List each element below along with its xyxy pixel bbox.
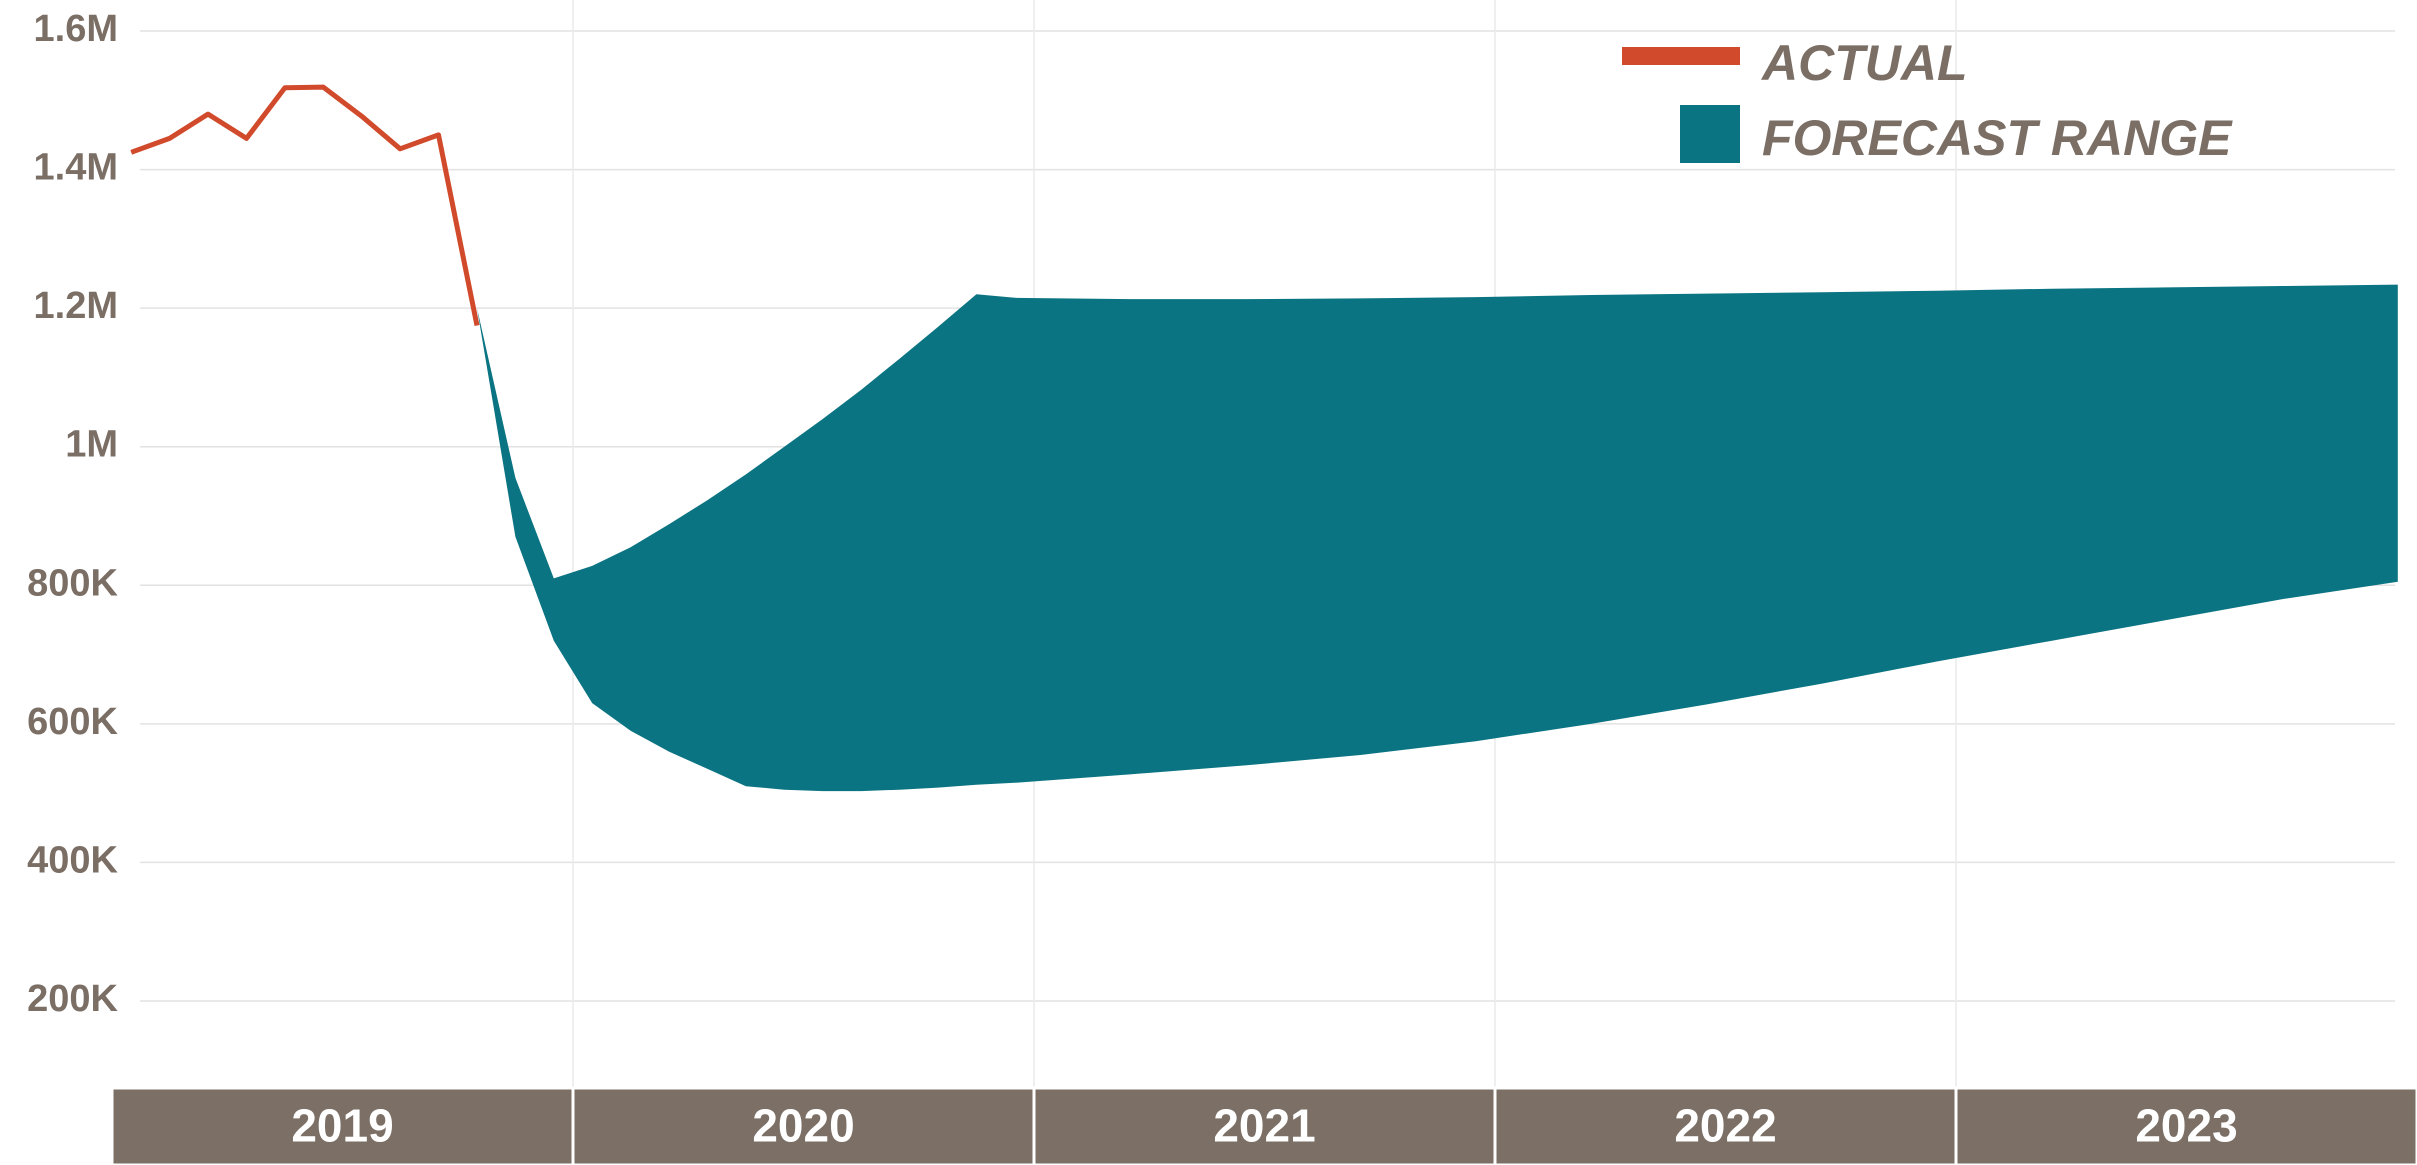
y-axis-ticks: 200K 400K 600K 800K 1M 1.2M 1.4M 1.6M xyxy=(27,8,118,1020)
year-label: 2021 xyxy=(1213,1100,1315,1152)
year-band-segment xyxy=(1032,1086,1497,1165)
actual-line xyxy=(130,84,480,326)
legend: ACTUAL FORECAST RANGE xyxy=(1622,35,2233,166)
y-tick-label: 800K xyxy=(27,562,118,604)
forecast-range-area xyxy=(477,284,2398,792)
year-axis-band: 2019 2020 2021 2022 2023 xyxy=(110,1086,2417,1165)
legend-actual-label: ACTUAL xyxy=(1760,35,1968,91)
year-band-segment xyxy=(1493,1086,1958,1165)
year-label: 2023 xyxy=(2135,1100,2237,1152)
legend-actual-swatch xyxy=(1622,47,1740,65)
y-tick-label: 1.6M xyxy=(34,8,118,50)
year-label: 2022 xyxy=(1674,1100,1776,1152)
legend-forecast-swatch xyxy=(1680,105,1740,163)
y-tick-label: 1.4M xyxy=(34,147,118,189)
year-band-segment xyxy=(571,1086,1036,1165)
y-tick-label: 400K xyxy=(27,839,118,881)
y-tick-label: 200K xyxy=(27,978,118,1020)
year-band-segment xyxy=(110,1086,575,1165)
year-label: 2019 xyxy=(291,1100,393,1152)
y-tick-label: 1.2M xyxy=(34,285,118,327)
y-tick-label: 1M xyxy=(65,424,118,466)
legend-forecast-label: FORECAST RANGE xyxy=(1762,110,2233,166)
year-label: 2020 xyxy=(752,1100,854,1152)
y-tick-label: 600K xyxy=(27,701,118,743)
year-band-segment xyxy=(1954,1086,2417,1165)
